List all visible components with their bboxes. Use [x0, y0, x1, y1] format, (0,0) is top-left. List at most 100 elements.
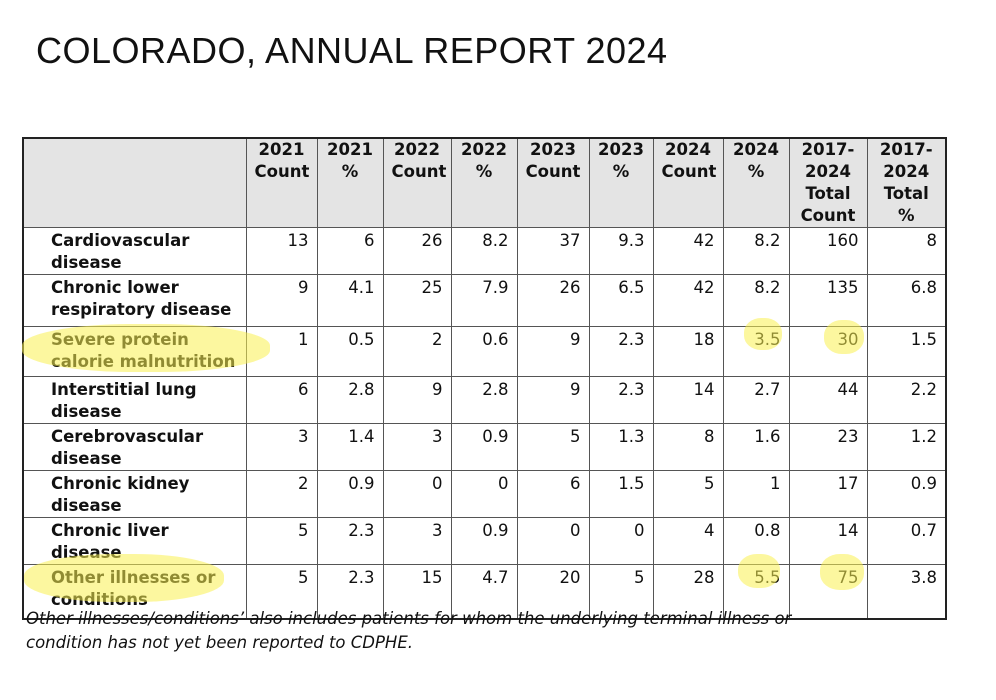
value-cell: 3 — [245, 423, 318, 471]
table-row: Cerebrovascular disease 3 1.4 3 0.9 5 1.3 8 1.6 23… — [22, 423, 947, 471]
value-cell: 0.6 — [450, 326, 518, 377]
value-cell: 2.8 — [316, 376, 384, 424]
row-label-text: Chronic kidney — [51, 474, 190, 493]
header-cell: 2021 Count — [245, 137, 318, 228]
header-text: 2023 — [598, 140, 644, 159]
header-text: 2023 — [530, 140, 576, 159]
header-cell — [22, 137, 247, 228]
value-cell: 160 — [788, 227, 868, 275]
value-cell: 0 — [382, 470, 452, 518]
header-text: Total — [805, 184, 851, 203]
value-cell: 0 — [516, 517, 590, 565]
value-cell: 8.2 — [450, 227, 518, 275]
footnote-line: condition has not yet been reported to C… — [26, 633, 414, 652]
header-text: 2024 — [883, 162, 930, 181]
header-text: Count — [391, 162, 447, 181]
value-cell: 44 — [788, 376, 868, 424]
header-text: 2021 — [327, 140, 373, 159]
value-cell: 0 — [450, 470, 518, 518]
row-label: Chronic liver disease — [22, 517, 247, 565]
header-text: Count — [254, 162, 310, 181]
header-text: 2024 — [805, 162, 851, 181]
value-cell: 8.2 — [722, 274, 790, 327]
header-text: 2021 — [258, 140, 305, 159]
header-text: % — [475, 162, 493, 181]
value-cell: 2.7 — [722, 376, 790, 424]
row-label-text: Chronic lower — [51, 278, 179, 297]
value-cell: 13 — [245, 227, 318, 275]
row-label: Severe protein calorie malnutrition — [22, 326, 247, 377]
row-label-text: disease — [51, 543, 122, 562]
value-cell: 42 — [652, 274, 724, 327]
header-text: % — [747, 162, 765, 181]
value-cell: 25 — [382, 274, 452, 327]
row-label: Cerebrovascular disease — [22, 423, 247, 471]
value-cell: 1.5 — [588, 470, 654, 518]
report-title: COLORADO, ANNUAL REPORT 2024 — [36, 30, 668, 71]
header-text: Total — [883, 184, 929, 203]
value-cell: 1.4 — [316, 423, 384, 471]
value-cell: 3 — [382, 517, 452, 565]
value-cell: 0.7 — [866, 517, 947, 565]
value-cell: 1.3 — [588, 423, 654, 471]
header-text: Count — [800, 206, 856, 225]
value-cell: 3 — [382, 423, 452, 471]
row-label-text: calorie malnutrition — [51, 352, 236, 371]
value-cell: 5 — [588, 564, 654, 619]
value-cell: 37 — [516, 227, 590, 275]
value-cell: 20 — [516, 564, 590, 619]
value-cell: 5 — [245, 564, 318, 619]
value-cell: 26 — [516, 274, 590, 327]
value-cell: 23 — [788, 423, 868, 471]
value-cell: 3.5 — [722, 326, 790, 377]
value-cell: 15 — [382, 564, 452, 619]
row-label-text: Other illnesses or — [51, 568, 216, 587]
value-cell: 1.5 — [866, 326, 947, 377]
value-cell: 2.3 — [316, 517, 384, 565]
row-label-text: Cerebrovascular — [51, 427, 204, 446]
value-cell: 5 — [245, 517, 318, 565]
value-cell: 0.9 — [450, 423, 518, 471]
header-cell: 2024 Count — [652, 137, 724, 228]
header-cell: 2023% — [588, 137, 654, 228]
value-cell: 0 — [588, 517, 654, 565]
value-cell: 2.8 — [450, 376, 518, 424]
table-row: Severe protein calorie malnutrition 1 0.5 2 0… — [22, 326, 947, 377]
row-label: Chronic lower respiratory disease — [22, 274, 247, 327]
value-cell: 1 — [245, 326, 318, 377]
row-label-text: disease — [51, 449, 122, 468]
header-cell: 2022% — [450, 137, 518, 228]
row-label: Chronic kidney disease — [22, 470, 247, 518]
header-cell: 2017- 2024 Total% — [866, 137, 947, 228]
value-cell: 4.7 — [450, 564, 518, 619]
value-cell: 17 — [788, 470, 868, 518]
value-cell: 0.8 — [722, 517, 790, 565]
row-label-text: Severe protein — [51, 330, 189, 349]
value-cell: 6.8 — [866, 274, 947, 327]
header-text: Count — [661, 162, 717, 181]
row-label: Interstitial lung disease — [22, 376, 247, 424]
value-cell: 9 — [516, 326, 590, 377]
table-row: Chronic liver disease 5 2.3 3 0.9 0 0 4 0.8 14 0.7 — [22, 517, 947, 565]
header-text: Count — [525, 162, 581, 181]
header-cell: 2024% — [722, 137, 790, 228]
value-cell: 1.6 — [722, 423, 790, 471]
row-label-text: Cardiovascular — [51, 231, 190, 250]
value-cell: 28 — [652, 564, 724, 619]
value-cell: 30 — [788, 326, 868, 377]
table-row: Interstitial lung disease 6 2.8 9 2.8 9 2.3 14 2.… — [22, 376, 947, 424]
footnote-line: Other illnesses/conditions’ also include… — [26, 609, 792, 628]
value-cell: 6 — [245, 376, 318, 424]
value-cell: 18 — [652, 326, 724, 377]
row-label-text: disease — [51, 496, 122, 515]
header-text: % — [341, 162, 359, 181]
value-cell: 1 — [722, 470, 790, 518]
value-cell: 8 — [866, 227, 947, 275]
value-cell: 0.9 — [316, 470, 384, 518]
value-cell: 2 — [382, 326, 452, 377]
row-label-text: disease — [51, 253, 122, 272]
table-row: Chronic kidney disease 2 0.9 0 0 6 1.5 5 1 17 0.9 — [22, 470, 947, 518]
table-row: Chronic lower respiratory disease 9 4.1 25 7.… — [22, 274, 947, 327]
value-cell: 0.9 — [450, 517, 518, 565]
table-body: Cardiovascular disease 13 6 26 8.2 37 9.3 42 8.2 1… — [22, 227, 947, 619]
